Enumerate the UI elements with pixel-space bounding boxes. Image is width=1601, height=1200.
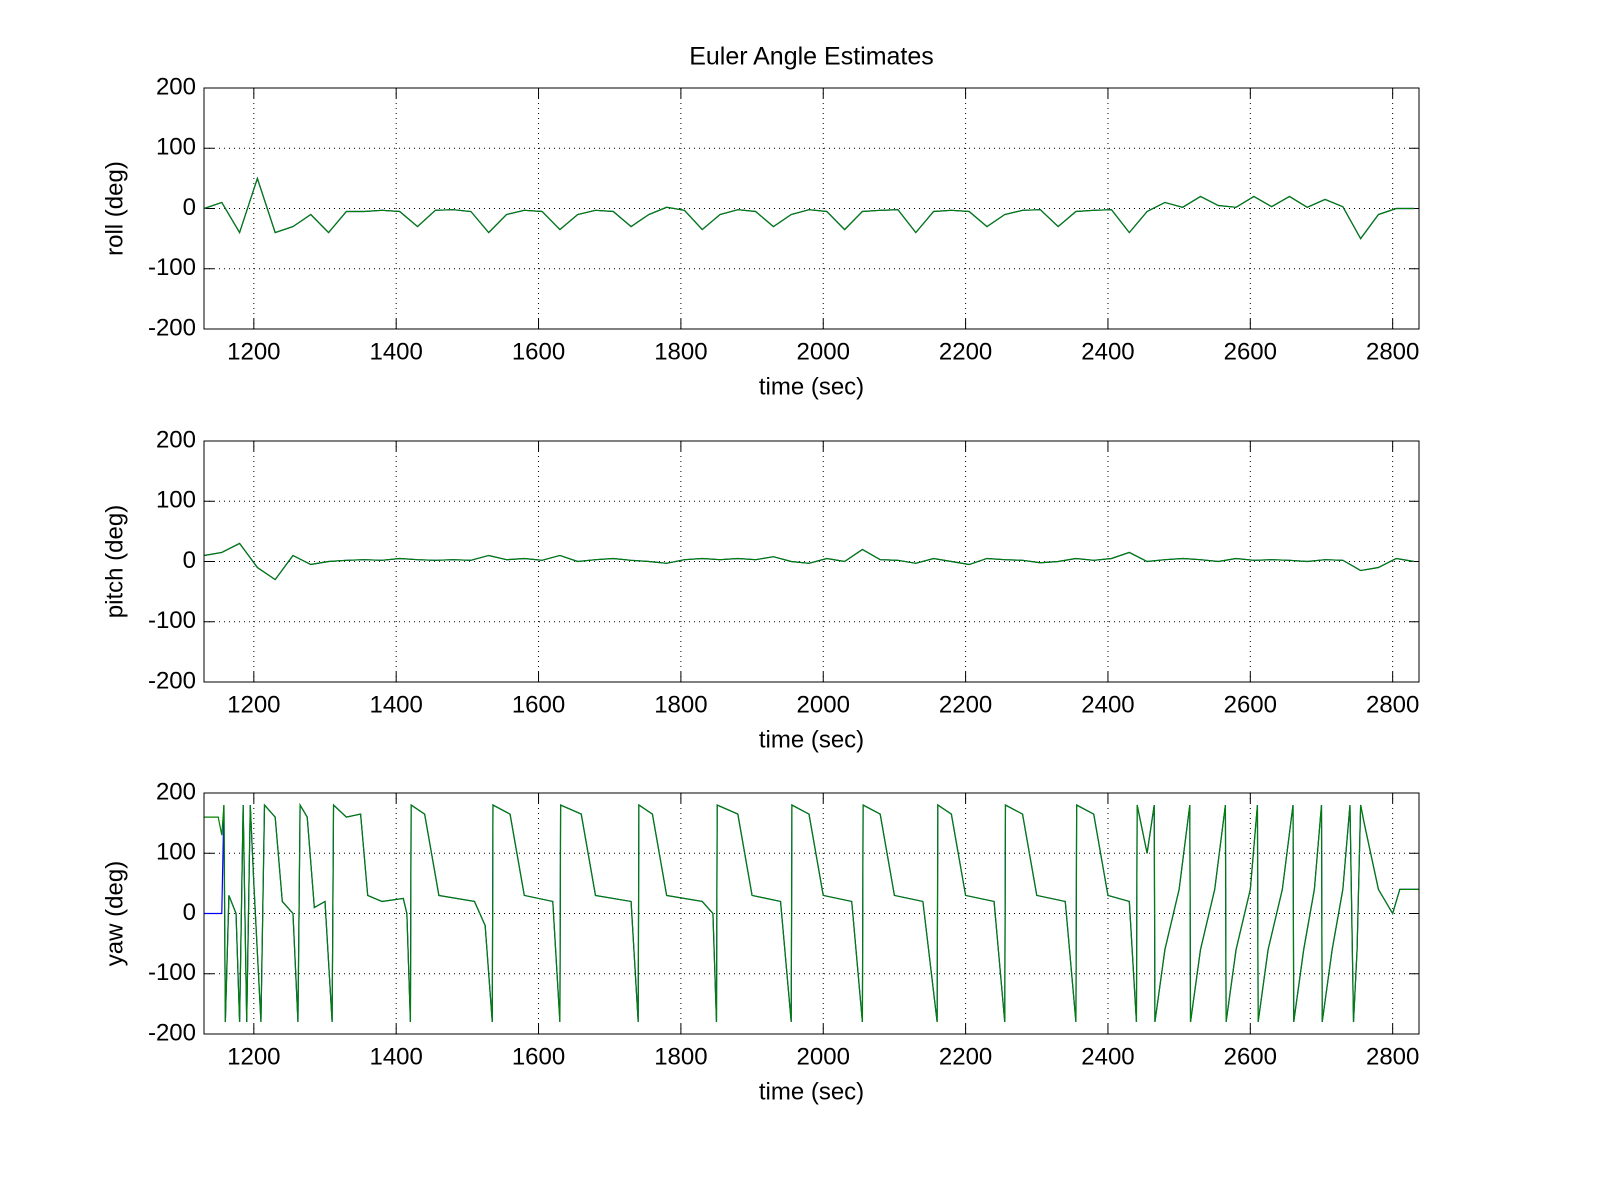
y-tick-label: 100 [156,839,196,866]
y-tick-label: 200 [156,426,196,453]
x-tick-label: 2800 [1366,1043,1419,1070]
axes-box [203,87,1420,330]
x-tick-label: 2400 [1081,1043,1134,1070]
x-tick-label: 2600 [1224,691,1277,718]
y-tick-label: -200 [148,1019,196,1046]
plot-area [204,88,1419,329]
y-tick-label: 100 [156,134,196,161]
y-tick-label: 100 [156,487,196,514]
x-tick-label: 2000 [797,338,850,365]
y-tick-label: -100 [148,254,196,281]
y-tick-label: -200 [148,314,196,341]
y-tick-label: 0 [183,899,196,926]
x-tick-label: 1200 [227,1043,280,1070]
x-tick-label: 2200 [939,338,992,365]
plot-area [204,441,1419,682]
x-tick-label: 1800 [654,691,707,718]
x-tick-label: 1400 [369,691,422,718]
x-tick-label: 2200 [939,691,992,718]
x-tick-label: 2000 [797,1043,850,1070]
y-tick-label: 0 [183,194,196,221]
chart-title: Euler Angle Estimates [689,43,934,71]
y-tick-label: 200 [156,778,196,805]
x-tick-label: 2400 [1081,338,1134,365]
y-axis-label: pitch (deg) [101,505,128,618]
y-axis-label: yaw (deg) [101,861,128,966]
y-tick-label: -200 [148,667,196,694]
x-axis-label: time (sec) [759,373,864,400]
x-tick-label: 1600 [512,1043,565,1070]
x-tick-label: 2600 [1224,338,1277,365]
x-tick-label: 2800 [1366,338,1419,365]
data-line [204,542,1415,581]
data-line [204,176,1415,240]
x-tick-label: 2000 [797,691,850,718]
x-tick-label: 1400 [369,1043,422,1070]
x-tick-label: 1600 [512,691,565,718]
x-tick-label: 1200 [227,691,280,718]
axes-box [203,440,1420,683]
x-tick-label: 1800 [654,338,707,365]
y-tick-label: -100 [148,959,196,986]
x-tick-label: 2800 [1366,691,1419,718]
x-tick-label: 1800 [654,1043,707,1070]
y-tick-label: 200 [156,73,196,100]
axes-box [203,792,1420,1035]
y-axis-label: roll (deg) [101,161,128,256]
x-tick-label: 1600 [512,338,565,365]
x-tick-label: 2200 [939,1043,992,1070]
y-tick-label: -100 [148,607,196,634]
data-line [204,802,1419,1023]
x-tick-label: 1400 [369,338,422,365]
x-axis-label: time (sec) [759,726,864,753]
x-axis-label: time (sec) [759,1078,864,1105]
x-tick-label: 2600 [1224,1043,1277,1070]
y-tick-label: 0 [183,547,196,574]
x-tick-label: 1200 [227,338,280,365]
x-tick-label: 2400 [1081,691,1134,718]
